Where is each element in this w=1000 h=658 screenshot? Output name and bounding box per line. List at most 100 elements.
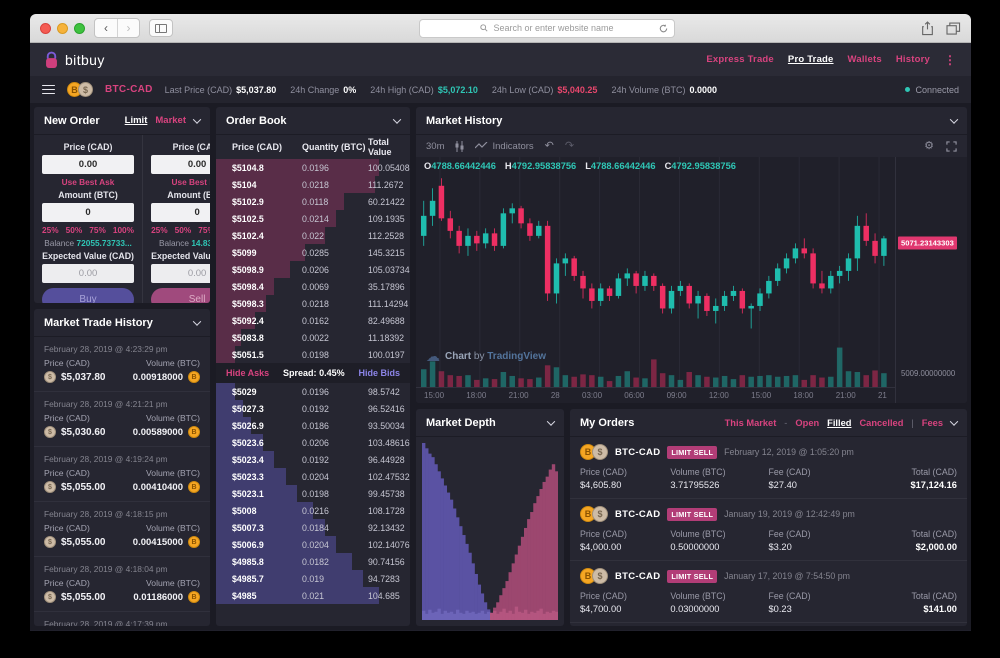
share-icon[interactable] (921, 20, 934, 36)
filter-fees[interactable]: Fees (921, 417, 943, 428)
stat-label: 24h Change (290, 84, 340, 95)
close-window-button[interactable] (40, 22, 51, 34)
browser-window: ‹ › Search or enter website name bitbuy (30, 14, 971, 631)
search-input[interactable]: Search or enter website name (419, 18, 675, 38)
bitbuy-logo[interactable]: bitbuy (44, 51, 105, 69)
chevron-down-icon[interactable] (192, 114, 202, 124)
expected-value-input-sell[interactable] (151, 264, 210, 283)
amount-input-sell[interactable] (151, 203, 210, 222)
row-total: 60.21422 (368, 196, 405, 207)
order-book-row[interactable]: $5102.5 0.0214 109.1935 (216, 210, 410, 227)
nav-pro-trade[interactable]: Pro Trade (787, 54, 834, 65)
buy-button[interactable]: Buy (42, 288, 135, 303)
percent-25-button[interactable]: 25% (151, 225, 168, 235)
order-book-row[interactable]: $5023.6 0.0206 103.48616 (216, 434, 410, 451)
chevron-down-icon[interactable] (546, 416, 556, 426)
row-quantity: 0.0182 (302, 556, 329, 567)
price-input-sell[interactable] (151, 155, 210, 174)
tab-limit[interactable]: Limit (124, 115, 148, 126)
sidebar-toggle-button[interactable] (149, 19, 173, 37)
order-book-row[interactable]: $5023.4 0.0192 96.44928 (216, 451, 410, 468)
hide-bids-link[interactable]: Hide Bids (358, 368, 400, 378)
new-order-panel: New Order Limit Market Price (CAD) Use Be… (34, 107, 210, 303)
indicators-button[interactable]: Indicators (475, 141, 534, 152)
filter-open[interactable]: Open (795, 417, 820, 428)
order-book-row[interactable]: $5083.8 0.0022 11.18392 (216, 329, 410, 346)
expected-value-input-buy[interactable] (42, 264, 135, 283)
order-book-row[interactable]: $5007.3 0.0184 92.13432 (216, 519, 410, 536)
order-book-row[interactable]: $5098.9 0.0206 105.03734 (216, 261, 410, 278)
amount-input-buy[interactable] (42, 203, 135, 222)
filter-this-market[interactable]: This Market (724, 417, 777, 428)
chevron-down-icon[interactable] (949, 416, 959, 426)
use-best-ask-link[interactable]: Use Best Ask (61, 177, 115, 187)
undo-icon[interactable]: ↶ (544, 139, 554, 152)
order-book-row[interactable]: $5026.9 0.0186 93.50034 (216, 417, 410, 434)
nav-express-trade[interactable]: Express Trade (706, 54, 774, 65)
forward-button[interactable]: › (117, 19, 139, 37)
percent-50-button[interactable]: 50% (65, 225, 83, 235)
minimize-window-button[interactable] (57, 22, 68, 34)
tab-market[interactable]: Market (155, 115, 186, 126)
percent-50-button[interactable]: 50% (174, 225, 192, 235)
order-book-row[interactable]: $5023.1 0.0198 99.45738 (216, 485, 410, 502)
order-book-row[interactable]: $5102.9 0.0118 60.21422 (216, 193, 410, 210)
order-book-row[interactable]: $5029 0.0196 98.5742 (216, 383, 410, 400)
filter-filled[interactable]: Filled (827, 417, 852, 428)
order-book-row[interactable]: $4985.7 0.019 94.7283 (216, 570, 410, 587)
chart-settings-gear-icon[interactable]: ⚙ (924, 139, 934, 152)
more-menu-icon[interactable]: ⋮ (944, 52, 957, 67)
order-book-row[interactable]: $5008 0.0216 108.1728 (216, 502, 410, 519)
sell-button[interactable]: Sell (151, 288, 210, 303)
order-row[interactable]: B $ BTC-CAD LIMIT SELL February 12, 2019 @ 1… (570, 437, 967, 499)
percent-75-button[interactable]: 75% (198, 225, 210, 235)
row-total: 100.0197 (368, 349, 405, 360)
order-book-row[interactable]: $4985.8 0.0182 90.74156 (216, 553, 410, 570)
chart-area[interactable]: O4788.66442446 H4792.95838756 L4788.6644… (416, 157, 967, 403)
time-axis[interactable]: 15:00 18:00 21:00 28 03:00 06:00 09:00 12:00 15:… (416, 387, 895, 403)
order-book-row[interactable]: $4985 0.021 104.685 (216, 587, 410, 604)
markets-menu-icon[interactable] (42, 84, 55, 95)
order-book-row[interactable]: $5051.5 0.0198 100.0197 (216, 346, 410, 363)
percent-25-button[interactable]: 25% (42, 225, 59, 235)
order-book-row[interactable]: $5104 0.0218 111.2672 (216, 176, 410, 193)
chevron-down-icon[interactable] (192, 316, 202, 326)
ticker-pair[interactable]: BTC-CAD (105, 84, 153, 95)
tabs-icon[interactable] (946, 22, 961, 35)
order-book-row[interactable]: $5092.4 0.0162 82.49688 (216, 312, 410, 329)
candlestick-style-icon[interactable] (455, 140, 464, 152)
zoom-window-button[interactable] (74, 22, 85, 34)
nav-history[interactable]: History (895, 54, 930, 65)
order-row[interactable]: B $ BTC-CAD LIMIT SELL January 17, 2019 @ 7:… (570, 561, 967, 623)
order-book-row[interactable]: $5027.3 0.0192 96.52416 (216, 400, 410, 417)
expected-value-label: Expected Value (CAD) (42, 251, 134, 261)
order-book-row[interactable]: $5098.4 0.0069 35.17896 (216, 278, 410, 295)
back-button[interactable]: ‹ (104, 21, 108, 35)
interval-select[interactable]: 30m (426, 140, 445, 152)
percent-75-button[interactable]: 75% (89, 225, 106, 235)
order-book-row[interactable]: $5099 0.0285 145.3215 (216, 244, 410, 261)
chevron-down-icon[interactable] (949, 114, 959, 124)
chevron-down-icon[interactable] (392, 114, 402, 124)
reload-icon[interactable] (658, 23, 669, 34)
order-row[interactable]: B $ BTC-CAD LIMIT SELL January 19, 2019 @ 12… (570, 499, 967, 561)
order-book-row[interactable]: $5023.3 0.0204 102.47532 (216, 468, 410, 485)
percent-100-button[interactable]: 100% (112, 225, 135, 235)
price-input-buy[interactable] (42, 155, 135, 174)
use-best-bid-link[interactable]: Use Best Bid (171, 177, 211, 187)
order-book-row[interactable]: $5102.4 0.022 112.2528 (216, 227, 410, 244)
order-book-row[interactable]: $5098.3 0.0218 111.14294 (216, 295, 410, 312)
fullscreen-icon[interactable] (946, 140, 957, 152)
nav-wallets[interactable]: Wallets (847, 54, 882, 65)
order-book-row[interactable]: $5006.9 0.0204 102.14076 (216, 536, 410, 553)
order-fee-label: Fee (CAD) (768, 467, 811, 477)
candlestick-plot[interactable]: O4788.66442446 H4792.95838756 L4788.6644… (416, 157, 895, 387)
price-axis[interactable]: 5071.23143303 5009.00000000 (895, 157, 967, 403)
trade-price-label: Price (CAD) (44, 358, 90, 368)
order-book-row[interactable]: $5104.8 0.0196 100.05408 (216, 159, 410, 176)
filter-cancelled[interactable]: Cancelled (859, 417, 904, 428)
hide-asks-link[interactable]: Hide Asks (226, 368, 270, 378)
redo-icon[interactable]: ↷ (564, 139, 575, 152)
